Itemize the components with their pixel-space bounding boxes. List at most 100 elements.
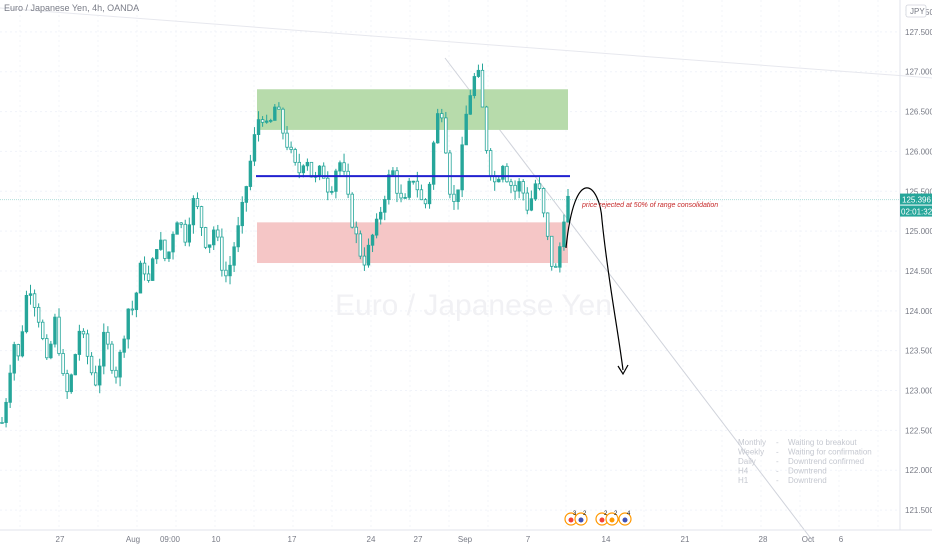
price-tick-label: 125.500 bbox=[905, 187, 932, 196]
candle bbox=[378, 206, 383, 225]
candle bbox=[167, 251, 171, 262]
candle bbox=[110, 341, 114, 374]
candle bbox=[374, 213, 379, 239]
current-price-label: 125.396 02:01:32 bbox=[900, 193, 932, 217]
candle bbox=[36, 303, 41, 328]
trendlines bbox=[0, 7, 932, 541]
event-count: 4 bbox=[627, 511, 631, 517]
candle bbox=[537, 177, 542, 191]
candle bbox=[236, 216, 240, 253]
candle bbox=[93, 365, 98, 387]
candle bbox=[289, 141, 293, 154]
demand-zone[interactable] bbox=[257, 222, 568, 264]
event-badge[interactable]: 2 bbox=[574, 511, 588, 526]
candle bbox=[407, 177, 411, 200]
candle bbox=[260, 116, 265, 127]
candle bbox=[216, 224, 220, 242]
chart-title: Euro / Japanese Yen, 4h, OANDA bbox=[4, 3, 139, 13]
candle bbox=[228, 256, 232, 285]
candle bbox=[89, 352, 94, 376]
candle bbox=[183, 219, 187, 247]
candle bbox=[16, 343, 20, 361]
time-tick-label: 10 bbox=[212, 535, 221, 544]
descending-trendline bbox=[444, 57, 813, 541]
candle bbox=[175, 221, 179, 235]
time-tick-label: 21 bbox=[681, 535, 690, 544]
candle bbox=[159, 232, 163, 251]
candle bbox=[8, 364, 12, 408]
candle bbox=[195, 192, 200, 210]
event-count: 3 bbox=[573, 511, 577, 517]
candle bbox=[0, 417, 4, 424]
price-tick-label: 126.500 bbox=[905, 108, 932, 117]
candle bbox=[513, 180, 517, 200]
candle bbox=[342, 153, 346, 175]
candle bbox=[252, 127, 257, 166]
candle bbox=[207, 244, 212, 254]
currency-badge[interactable]: JPY bbox=[905, 4, 927, 18]
candle bbox=[69, 373, 73, 394]
candle bbox=[281, 107, 285, 140]
candle bbox=[45, 334, 49, 360]
candle bbox=[102, 323, 106, 375]
status-timeframe: H4 bbox=[738, 467, 749, 476]
candle bbox=[106, 326, 110, 350]
status-dash: - bbox=[776, 457, 779, 466]
candle bbox=[468, 89, 472, 115]
event-badge[interactable]: 2 bbox=[605, 511, 619, 526]
projection-arrowhead bbox=[617, 364, 629, 376]
time-axis: 27 Aug 09:00 10 17 24 27 Sep 7 14 21 28 Oct 6 bbox=[0, 529, 932, 544]
candle bbox=[334, 168, 338, 199]
symbol-watermark: Euro / Japanese Yen bbox=[335, 289, 612, 322]
candle bbox=[456, 189, 460, 210]
candle bbox=[130, 300, 135, 316]
candle bbox=[317, 165, 322, 181]
candle bbox=[399, 184, 403, 203]
supply-zone[interactable] bbox=[257, 89, 568, 130]
candle bbox=[269, 118, 273, 123]
candle bbox=[362, 247, 367, 271]
candle bbox=[122, 335, 126, 358]
candle bbox=[525, 187, 529, 215]
candle bbox=[142, 256, 147, 281]
candle bbox=[240, 196, 244, 234]
status-timeframe: Weekly bbox=[738, 448, 764, 457]
event-badge[interactable]: 2 bbox=[595, 511, 609, 526]
candle bbox=[41, 319, 45, 341]
candle bbox=[305, 158, 310, 171]
time-tick-label: 27 bbox=[56, 535, 65, 544]
status-timeframe: H1 bbox=[738, 476, 749, 485]
status-value: Downtrend confirmed bbox=[788, 457, 864, 466]
candle bbox=[558, 242, 562, 273]
candle bbox=[383, 195, 387, 221]
candle bbox=[427, 181, 432, 209]
price-tick-label: 121.500 bbox=[905, 506, 932, 515]
candle bbox=[330, 186, 334, 195]
time-tick-label: Sep bbox=[458, 535, 473, 544]
candle bbox=[203, 226, 208, 250]
event-count: 2 bbox=[614, 511, 618, 517]
candle bbox=[435, 108, 440, 144]
candle bbox=[220, 228, 224, 277]
svg-text:02:01:32: 02:01:32 bbox=[901, 208, 932, 217]
candle bbox=[24, 290, 29, 334]
candle bbox=[155, 249, 159, 264]
candle bbox=[293, 147, 297, 166]
candlestick-series bbox=[0, 63, 570, 428]
candle bbox=[533, 179, 538, 201]
price-tick-label: 123.000 bbox=[905, 387, 932, 396]
candle bbox=[171, 231, 175, 260]
candle bbox=[65, 369, 69, 399]
candle bbox=[285, 126, 289, 151]
event-badge[interactable]: 3 bbox=[564, 511, 578, 526]
candle bbox=[85, 329, 90, 365]
price-tick-label: 122.000 bbox=[905, 466, 932, 475]
candle bbox=[212, 226, 216, 250]
event-badge[interactable]: 4 bbox=[618, 511, 632, 526]
candle bbox=[28, 284, 33, 305]
price-tick-label: 124.000 bbox=[905, 307, 932, 316]
projection-arrow[interactable] bbox=[565, 187, 624, 371]
rejection-annotation[interactable]: price rejected at 50% of range consolida… bbox=[581, 202, 718, 209]
